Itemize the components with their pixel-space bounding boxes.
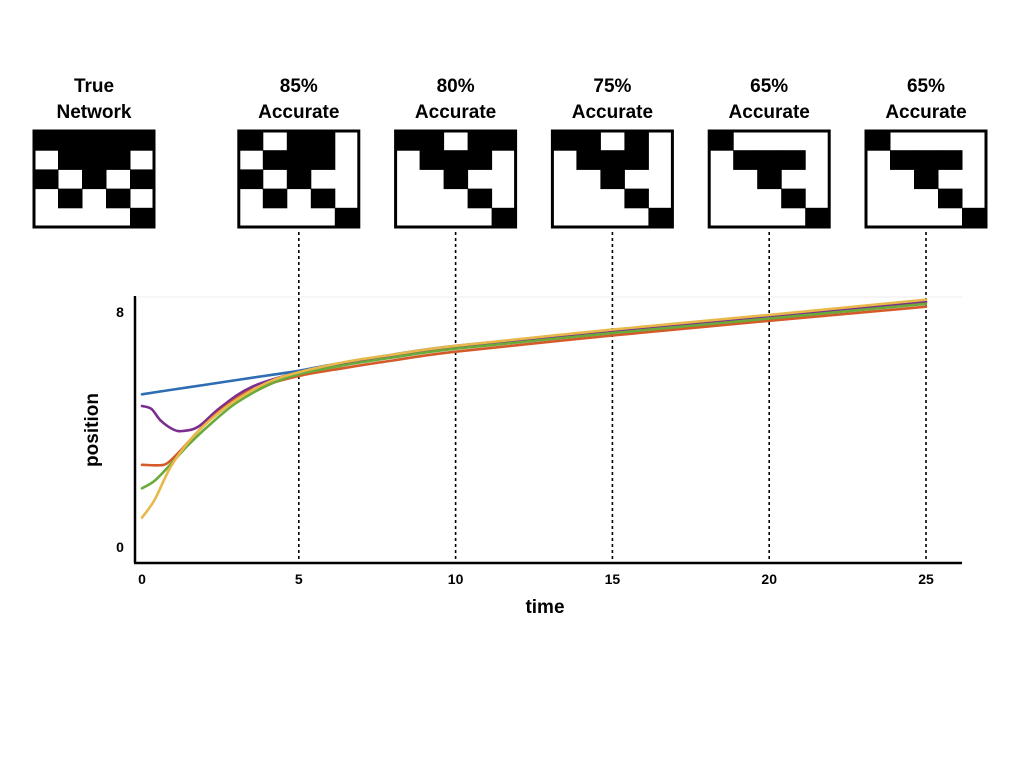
matrix-cell: [576, 131, 601, 151]
matrix-cell: [130, 169, 155, 190]
matrix-cell: [467, 150, 493, 170]
matrix-cell: [82, 150, 107, 170]
network-label: 75%: [593, 76, 631, 97]
network-label: Network: [57, 102, 132, 123]
matrix-cell: [82, 131, 107, 151]
network-matrix: 65% Accurate: [864, 76, 988, 229]
matrix-cell: [34, 131, 59, 151]
matrix-cell: [552, 131, 577, 151]
matrix-cell: [624, 150, 649, 170]
matrix-cell: [938, 150, 963, 170]
matrix-cell: [781, 150, 806, 170]
matrix-cell: [419, 131, 445, 151]
network-label: Accurate: [415, 102, 496, 123]
matrix-cell: [733, 150, 758, 170]
network-label: Accurate: [885, 102, 966, 123]
matrix-cell: [576, 150, 601, 170]
network-label: 80%: [437, 76, 475, 97]
network-label: Accurate: [258, 102, 339, 123]
matrix-cell: [106, 150, 131, 170]
matrix-cell: [491, 207, 517, 228]
x-axis-label: time: [525, 597, 564, 618]
matrix-cell: [624, 188, 649, 209]
matrix-cell: [624, 131, 649, 151]
matrix-cell: [757, 150, 782, 170]
matrix-cell: [962, 207, 987, 228]
matrix-cell: [443, 169, 469, 190]
x-tick-label: 20: [761, 571, 777, 587]
matrix-cell: [310, 131, 336, 151]
y-tick-label: 8: [116, 304, 124, 320]
matrix-cell: [82, 169, 107, 190]
network-label: Accurate: [729, 102, 810, 123]
matrix-cell: [310, 150, 336, 170]
network-label: 65%: [750, 76, 788, 97]
series-line-5: [140, 298, 928, 519]
y-tick-label: 0: [116, 539, 124, 555]
matrix-cell: [419, 150, 445, 170]
x-tick-label: 15: [605, 571, 621, 587]
matrix-cell: [286, 169, 312, 190]
matrix-cell: [648, 207, 673, 228]
matrix-cell: [600, 150, 625, 170]
matrix-cell: [238, 131, 264, 151]
network-label: 85%: [280, 76, 318, 97]
matrix-cell: [34, 169, 59, 190]
matrix-cell: [106, 131, 131, 151]
matrix-cell: [491, 131, 517, 151]
matrix-cell: [914, 150, 939, 170]
matrix-cell: [238, 169, 264, 190]
matrix-cell: [262, 188, 288, 209]
axes: 0 5 10 15 20 25 0 8: [116, 296, 962, 587]
network-matrix: 85% Accurate: [237, 76, 361, 229]
matrix-cell: [757, 169, 782, 190]
matrix-cell: [600, 169, 625, 190]
matrix-cell: [467, 131, 493, 151]
matrix-cell: [781, 188, 806, 209]
series-line-2: [140, 300, 928, 433]
matrix-cell: [130, 207, 155, 228]
matrix-cell: [938, 188, 963, 209]
matrix-cell: [310, 188, 336, 209]
series-line-3: [140, 305, 928, 467]
x-tick-label: 25: [918, 571, 934, 587]
matrix-cell: [866, 131, 891, 151]
x-tick-label: 0: [138, 571, 146, 587]
matrix-cell: [58, 188, 83, 209]
matrix-cell: [130, 131, 155, 151]
series-lines: [140, 298, 928, 519]
matrix-cell: [262, 150, 288, 170]
network-matrix: True Network: [32, 76, 156, 229]
matrix-cell: [106, 188, 131, 209]
x-tick-label: 5: [295, 571, 303, 587]
network-matrix: 65% Accurate: [707, 76, 831, 229]
network-label: True: [74, 76, 114, 97]
x-tick-label: 10: [448, 571, 464, 587]
matrix-cell: [58, 131, 83, 151]
matrix-cell: [395, 131, 421, 151]
matrix-cell: [286, 150, 312, 170]
matrix-cell: [286, 131, 312, 151]
network-label: Accurate: [572, 102, 653, 123]
time-markers: [297, 232, 927, 562]
matrix-cell: [334, 207, 360, 228]
matrix-cell: [58, 150, 83, 170]
matrix-cell: [709, 131, 734, 151]
matrix-cell: [467, 188, 493, 209]
matrix-cell: [914, 169, 939, 190]
network-matrices: True Network 85% Accurate 80% Accurate 75% Accu…: [32, 76, 988, 229]
matrix-cell: [443, 150, 469, 170]
matrix-cell: [890, 150, 915, 170]
matrix-cell: [805, 207, 830, 228]
network-matrix: 75% Accurate: [550, 76, 674, 229]
network-matrix: 80% Accurate: [394, 76, 518, 229]
y-axis-label: position: [82, 393, 103, 467]
network-label: 65%: [907, 76, 945, 97]
series-line-4: [140, 302, 928, 490]
